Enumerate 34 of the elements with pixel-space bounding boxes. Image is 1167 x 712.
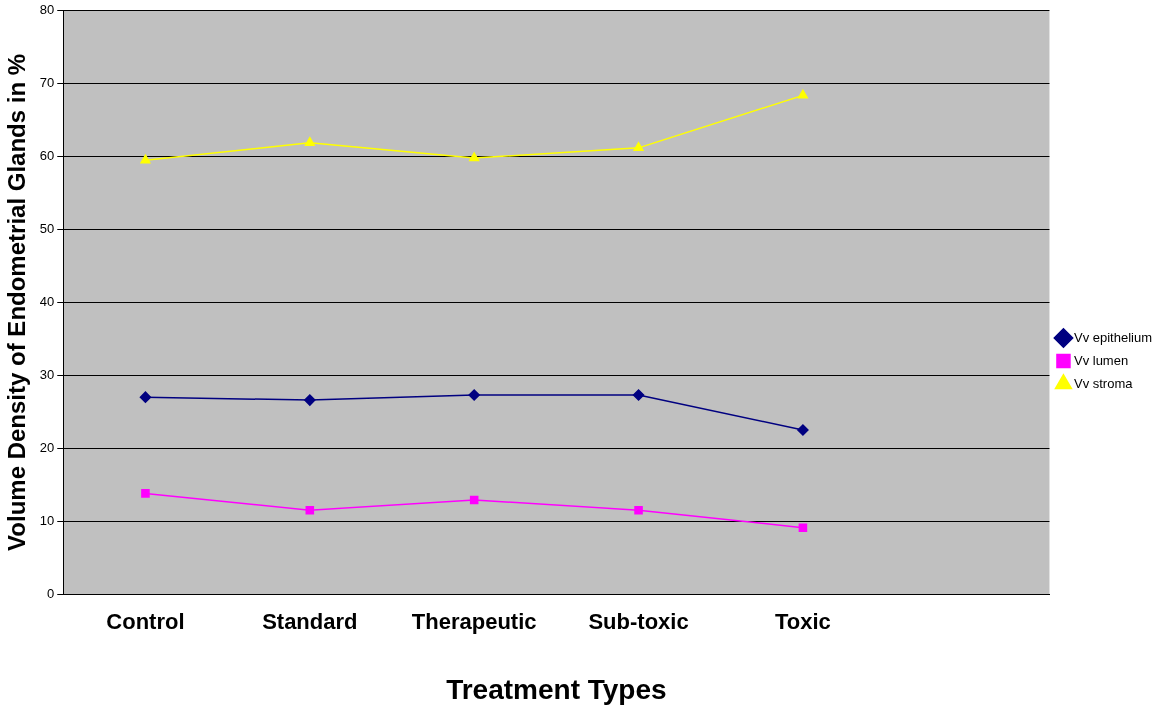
point — [633, 142, 644, 152]
y-tick-label: 50 — [39, 221, 55, 237]
y-tick-label: 0 — [47, 585, 55, 601]
x-tick-label: Sub-toxic — [588, 609, 689, 635]
x-tick-label: Therapeutic — [411, 609, 537, 635]
x-tick-label: Toxic — [775, 609, 831, 635]
point — [304, 394, 316, 406]
x-tick-label: Control — [106, 609, 185, 635]
y-tick-label: 70 — [39, 75, 55, 91]
point — [797, 89, 808, 99]
point — [141, 489, 150, 498]
legend-label: Vv epithelium — [1073, 329, 1153, 345]
x-axis-title: Treatment Types — [446, 673, 667, 705]
y-tick-label: 60 — [39, 148, 55, 164]
legend-label: Vv lumen — [1073, 352, 1129, 368]
point — [468, 389, 480, 401]
point — [139, 391, 152, 403]
x-tick-label: Standard — [262, 609, 358, 635]
y-tick-label: 30 — [39, 366, 55, 382]
point — [140, 154, 151, 164]
y-tick-label: 40 — [39, 293, 55, 309]
legend-label: Vv stroma — [1073, 375, 1134, 391]
point — [797, 424, 809, 436]
point — [634, 505, 643, 515]
y-tick-label: 80 — [39, 2, 55, 18]
point — [632, 389, 645, 401]
point — [469, 495, 479, 505]
y-tick-label: 10 — [39, 512, 55, 528]
point — [304, 137, 315, 146]
y-axis-title: Volume Density of Endometrial Glands in % — [3, 53, 31, 551]
y-tick-label: 20 — [39, 439, 55, 455]
point — [798, 523, 808, 532]
point — [469, 152, 480, 162]
point — [305, 505, 315, 515]
